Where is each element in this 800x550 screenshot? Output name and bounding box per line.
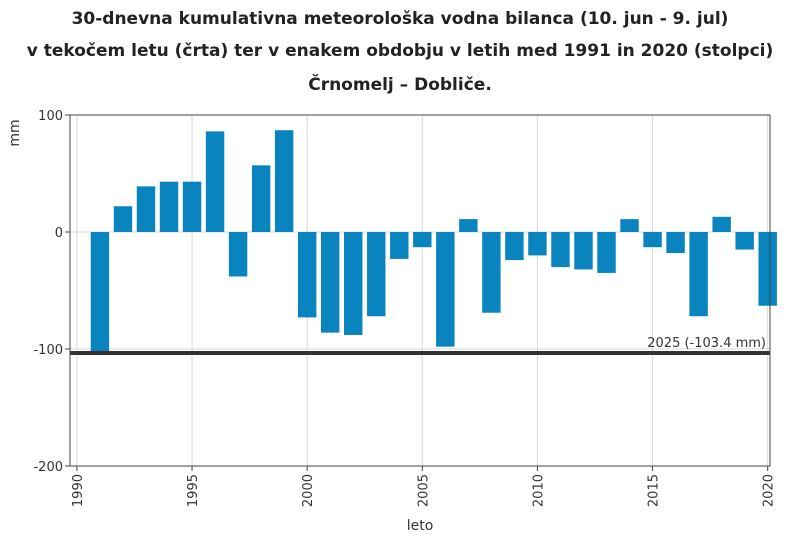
x-axis: 1990 1995 2000 2005 2010 2015 2020 [71,466,777,507]
bar-1992[interactable] [113,206,133,232]
y-axis-label: mm [7,119,23,146]
bar-2009[interactable] [505,232,524,261]
y-axis: 100 0 -100 -200 [33,109,70,475]
chart-title-line-1: 30-dnevna kumulativna meteorološka vodna… [72,9,729,29]
bar-2007[interactable] [459,219,478,232]
bar-1997[interactable] [228,232,248,277]
bar-2016[interactable] [666,232,685,254]
bar-2002[interactable] [344,232,363,335]
chart-title: 30-dnevna kumulativna meteorološka vodna… [27,9,774,95]
bar-2010[interactable] [528,232,547,256]
bar-1993[interactable] [136,186,156,232]
bar-2001[interactable] [320,232,340,333]
chart-title-line-3: Črnomelj – Dobliče. [308,73,492,95]
bar-2003[interactable] [367,232,386,317]
gridlines [70,114,770,467]
reference-line-label: 2025 (-103.4 mm) [647,336,766,351]
x-tick-label: 2020 [762,474,777,507]
x-axis-label: leto [407,518,434,534]
bar-2008[interactable] [482,232,501,313]
bar-1991[interactable] [90,232,110,352]
bar-2005[interactable] [413,232,432,248]
x-tick-label: 1990 [71,474,86,507]
x-tick-label: 2015 [647,474,662,507]
bar-2013[interactable] [597,232,616,273]
x-tick-label: 2005 [416,474,431,507]
y-tick-label: 0 [55,226,63,241]
bar-2017[interactable] [689,232,708,317]
x-tick-label: 2000 [301,474,316,507]
x-tick-label: 1995 [186,474,201,507]
reference-line-group: 2025 (-103.4 mm) [70,336,770,355]
bar-2006[interactable] [436,232,455,347]
bar-2020[interactable] [758,232,777,306]
bar-2018[interactable] [712,216,731,232]
bar-1999[interactable] [274,130,294,232]
bar-2012[interactable] [574,232,593,270]
bar-1995[interactable] [182,181,202,232]
bar-2014[interactable] [620,219,639,232]
y-tick-label: -100 [33,343,63,358]
bar-2000[interactable] [297,232,317,318]
plot-frame [69,114,771,467]
bar-1996[interactable] [205,131,225,232]
bar-2011[interactable] [551,232,570,268]
bars [90,130,777,352]
y-tick-label: 100 [38,109,63,124]
bar-2015[interactable] [643,232,662,248]
bar-2019[interactable] [735,232,754,250]
bar-1994[interactable] [159,181,179,232]
y-tick-label: -200 [33,460,63,475]
x-tick-label: 2010 [531,474,546,507]
chart-title-line-2: v tekočem letu (črta) ter v enakem obdob… [27,41,774,61]
bar-2004[interactable] [390,232,409,259]
bar-1998[interactable] [251,165,271,232]
